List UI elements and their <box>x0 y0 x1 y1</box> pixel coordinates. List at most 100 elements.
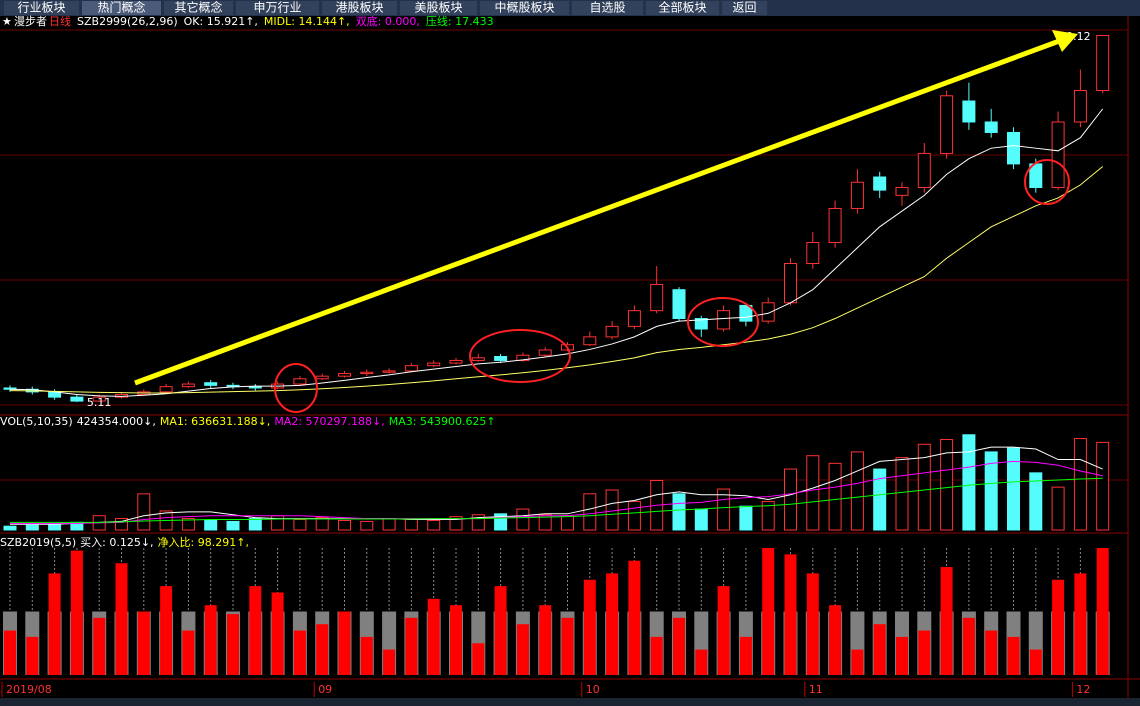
tab[interactable] <box>400 1 477 15</box>
volume-bar <box>48 523 62 531</box>
candle-body <box>650 283 664 312</box>
indicator-bar <box>450 605 462 675</box>
low-label: 5.11 <box>87 396 112 409</box>
tab-label[interactable]: 行业板块 <box>17 1 65 15</box>
candle-body <box>761 302 775 322</box>
indicator-bar <box>918 630 931 675</box>
volume-bar <box>984 451 998 531</box>
candle-body <box>449 359 463 364</box>
volume-bar <box>293 519 307 531</box>
readout: MA1: 636631.188↓, <box>160 415 270 428</box>
tab[interactable] <box>82 1 161 15</box>
indicator-bar <box>472 643 485 675</box>
indicator-bar <box>26 636 39 675</box>
tab-label[interactable]: 港股板块 <box>335 1 383 15</box>
tab-label[interactable]: 全部板块 <box>658 0 706 15</box>
indicator-bar <box>940 567 953 675</box>
indicator-bar <box>650 636 663 675</box>
candle-body <box>404 365 418 372</box>
candle-body <box>605 325 619 338</box>
ma-line <box>10 477 1103 523</box>
volume-bar <box>382 518 396 531</box>
volume-bar <box>204 519 218 531</box>
volume-bar <box>1096 441 1110 531</box>
volume-bar <box>806 455 820 531</box>
readout: MA2: 570297.188↓, <box>274 415 384 428</box>
volume-bar <box>672 493 686 531</box>
tab[interactable] <box>4 1 79 15</box>
indicator-bar <box>561 617 574 675</box>
indicator-bar <box>896 636 908 675</box>
volume-bar <box>583 493 597 531</box>
info-line: ★ 漫步者 日线 SZB2999(26,2,96) OK: 15.921↑, MIDL: … <box>2 14 494 28</box>
volume-bar <box>917 443 931 531</box>
indicator-bar <box>182 630 195 675</box>
indicator-bar <box>137 611 150 675</box>
readout: 日线 <box>49 14 71 28</box>
arrow-head <box>1052 30 1078 52</box>
tab[interactable] <box>236 1 319 15</box>
tab-label[interactable]: 自选股 <box>589 1 625 15</box>
volume-bar <box>1007 447 1020 531</box>
volume-bar <box>181 518 195 531</box>
volume-bar <box>25 524 39 531</box>
indicator-bar <box>383 649 396 675</box>
candle-body <box>427 362 441 367</box>
indicator-bar <box>160 586 173 675</box>
plot: 2019/08091011125.1119.12VOL(5,10,35)4243… <box>0 30 1110 697</box>
candle-body <box>962 100 976 123</box>
highlight-circle <box>687 297 759 347</box>
x-tick-label: 09 <box>318 683 332 696</box>
indicator-bar <box>539 605 552 675</box>
indicator-bar <box>93 617 106 675</box>
indicator-bar <box>829 605 842 675</box>
indicator-bar <box>985 630 998 675</box>
indicator-bar <box>717 586 730 675</box>
candle-body <box>784 262 797 304</box>
candle-body <box>895 186 909 196</box>
volume-bar <box>248 518 262 531</box>
tab-label[interactable]: 其它概念 <box>174 0 222 15</box>
volume-bar <box>962 434 976 531</box>
readout: 424354.000↓, <box>77 415 156 428</box>
candle-body <box>1073 90 1087 123</box>
indicator-bar <box>48 573 61 675</box>
tab-label[interactable]: 中概股板块 <box>494 0 554 15</box>
tab[interactable] <box>480 1 569 15</box>
indicator-bar <box>762 548 775 675</box>
tab-label[interactable]: 返回 <box>732 1 756 15</box>
indicator-bar <box>962 617 975 675</box>
x-tick-label: 11 <box>809 683 823 696</box>
tab[interactable] <box>322 1 397 15</box>
tab[interactable] <box>164 1 233 15</box>
indicator-bar <box>1074 573 1087 675</box>
candle-body <box>806 242 820 264</box>
candle-body <box>984 121 998 133</box>
readout: MIDL: 14.144↑, <box>264 15 350 28</box>
indicator-bar <box>316 624 329 675</box>
volume-bar <box>1073 438 1087 531</box>
indicator-bar <box>360 636 373 675</box>
trend-arrow <box>134 37 1063 386</box>
volume-bar <box>828 462 842 531</box>
volume-bar <box>360 520 374 531</box>
tab[interactable] <box>646 1 719 15</box>
tab[interactable] <box>572 1 643 15</box>
volume-bar <box>873 468 887 531</box>
indicator-bar <box>1096 548 1109 675</box>
candle-body <box>850 181 864 209</box>
candle-body <box>516 354 530 361</box>
tab-label[interactable]: 美股板块 <box>414 1 462 15</box>
tab[interactable] <box>722 1 767 15</box>
candle-body <box>494 356 508 361</box>
indicator-bar <box>494 586 507 675</box>
highlight-circle <box>469 329 571 383</box>
indicator-bar <box>204 605 217 675</box>
volume-bar <box>137 493 151 531</box>
volume-bar <box>538 514 552 531</box>
tab-label[interactable]: 热门概念 <box>97 0 145 15</box>
indicator-bar <box>739 636 752 675</box>
tab-label[interactable]: 申万行业 <box>253 1 301 15</box>
readout: MA3: 543900.625↑ <box>389 415 496 428</box>
